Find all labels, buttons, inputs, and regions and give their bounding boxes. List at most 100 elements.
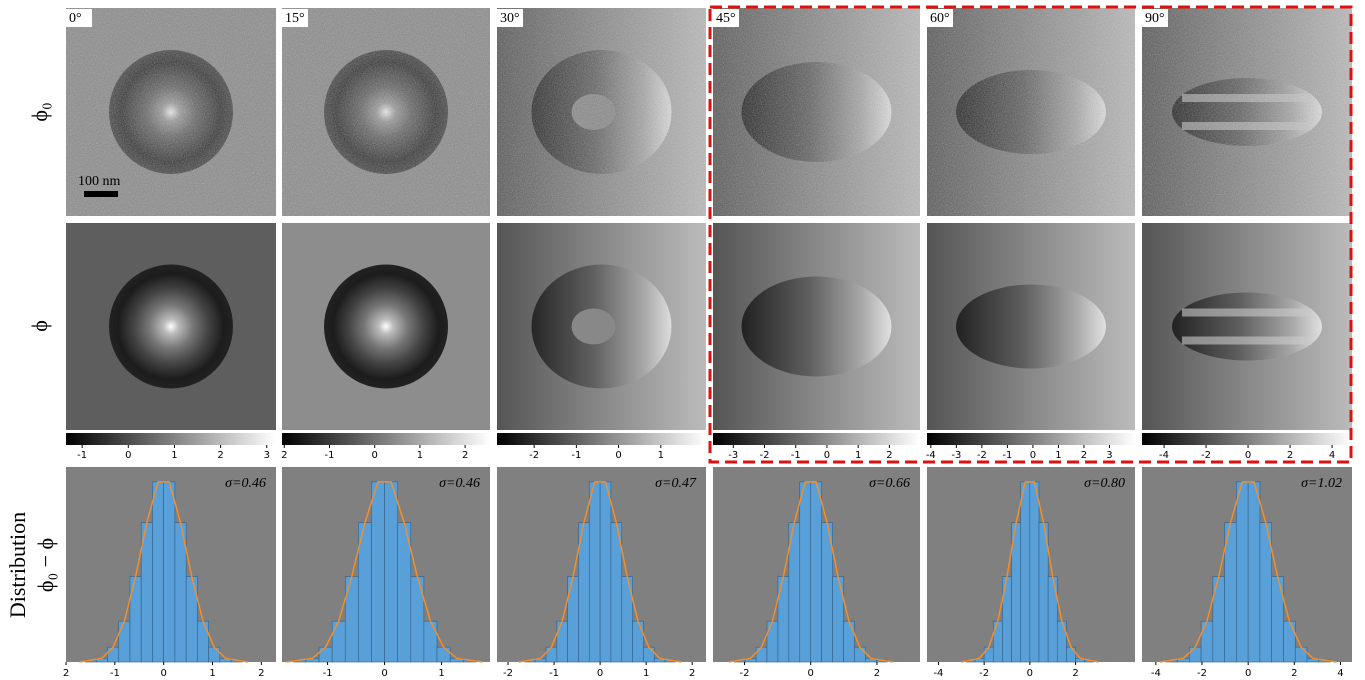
hist-bar bbox=[599, 481, 612, 663]
tick-label: 0 bbox=[160, 668, 166, 679]
tick-label: -1 bbox=[571, 450, 581, 461]
tick-label: 1 bbox=[171, 450, 177, 461]
colorbar bbox=[927, 433, 1135, 445]
row-label: ϕ bbox=[27, 320, 52, 332]
tick-label: 2 bbox=[1287, 450, 1293, 461]
column-title: 90° bbox=[1145, 11, 1165, 26]
hist-bar bbox=[843, 620, 855, 663]
highlight-box bbox=[708, 5, 1353, 464]
tick-label: -3 bbox=[951, 450, 961, 461]
tick-label: 0 bbox=[808, 668, 814, 679]
tick-label: -1 bbox=[1002, 450, 1012, 461]
stripe bbox=[1182, 336, 1312, 345]
noise bbox=[282, 8, 490, 216]
hist-bar bbox=[1200, 620, 1214, 663]
tick-label: 3 bbox=[1106, 450, 1112, 461]
tick-label: 1 bbox=[417, 450, 423, 461]
tick-label: 0 bbox=[125, 450, 131, 461]
column-title: 0° bbox=[69, 11, 82, 26]
phase-image bbox=[282, 8, 490, 216]
hist-bar bbox=[556, 620, 568, 663]
title-box bbox=[66, 9, 92, 27]
hist-bar bbox=[410, 576, 425, 663]
row-label: Distribution bbox=[5, 512, 30, 618]
tick-label: -1 bbox=[110, 668, 120, 679]
tick-label: 1 bbox=[1055, 450, 1061, 461]
tick-label: 2 bbox=[281, 450, 287, 461]
hist-bar bbox=[632, 620, 644, 663]
column-title: 15° bbox=[285, 11, 305, 26]
noise bbox=[713, 8, 920, 216]
phase-image bbox=[713, 223, 920, 430]
scale-bar-label: 100 nm bbox=[78, 174, 121, 189]
hist-bar bbox=[318, 646, 333, 663]
hist-bar bbox=[1066, 646, 1076, 663]
tick-label: 0 bbox=[597, 668, 603, 679]
title-box bbox=[282, 9, 308, 27]
fit-curve bbox=[961, 481, 1099, 663]
fit-curve bbox=[79, 481, 249, 663]
title-box bbox=[1142, 9, 1168, 27]
stripe bbox=[1182, 308, 1312, 317]
particle bbox=[1172, 292, 1322, 361]
title-box bbox=[497, 9, 523, 27]
sigma-label: σ=0.80 bbox=[1084, 476, 1125, 491]
scale-bar bbox=[84, 191, 118, 197]
hist-bar bbox=[766, 620, 779, 663]
tick-label: -1 bbox=[791, 450, 801, 461]
tick-label: 1 bbox=[438, 668, 444, 679]
tick-label: 0 bbox=[1245, 450, 1251, 461]
hist-bar bbox=[1236, 481, 1249, 663]
colorbar bbox=[1142, 433, 1352, 445]
tick-label: -4 bbox=[933, 668, 943, 679]
tick-label: -4 bbox=[1159, 450, 1169, 461]
noise bbox=[497, 8, 706, 216]
tick-label: 2 bbox=[217, 450, 223, 461]
tick-label: 4 bbox=[1329, 450, 1335, 461]
hist-bar bbox=[1294, 646, 1308, 663]
hist-bar bbox=[983, 646, 994, 663]
tick-label: 2 bbox=[1081, 450, 1087, 461]
hist-bar bbox=[992, 620, 1003, 663]
hist-bar bbox=[152, 481, 164, 663]
noise bbox=[927, 8, 1135, 216]
hist-bar bbox=[208, 646, 221, 663]
fit-curve bbox=[518, 481, 682, 663]
hist-bar bbox=[344, 576, 359, 663]
column-title: 60° bbox=[930, 11, 950, 26]
phase-image bbox=[713, 8, 920, 216]
tick-label: -2 bbox=[1197, 668, 1207, 679]
tick-label: -2 bbox=[503, 668, 513, 679]
hist-bar bbox=[755, 646, 768, 663]
hist-bar bbox=[371, 481, 385, 663]
fit-curve bbox=[728, 481, 893, 663]
sigma-label: σ=0.66 bbox=[869, 476, 910, 491]
tick-label: -2 bbox=[979, 668, 989, 679]
column-title: 30° bbox=[500, 11, 520, 26]
hist-bar bbox=[810, 481, 822, 663]
noise bbox=[1142, 8, 1352, 216]
tick-label: 2 bbox=[1291, 668, 1297, 679]
sigma-label: σ=0.46 bbox=[225, 476, 266, 491]
tick-label: -2 bbox=[529, 450, 539, 461]
tick-label: 0 bbox=[615, 450, 621, 461]
hist-bar bbox=[107, 646, 120, 663]
hist-bar bbox=[854, 646, 866, 663]
hist-bar bbox=[1283, 620, 1296, 663]
tick-label: 3 bbox=[264, 450, 270, 461]
tick-label: 2 bbox=[258, 668, 264, 679]
phase-image bbox=[927, 8, 1135, 216]
hist-bar bbox=[545, 646, 558, 663]
tick-label: -1 bbox=[549, 668, 559, 679]
phase-image bbox=[66, 8, 276, 216]
hist-bar bbox=[118, 620, 131, 663]
tick-label: 0 bbox=[381, 668, 387, 679]
core bbox=[571, 308, 616, 345]
phase-image bbox=[497, 8, 706, 216]
tick-label: -1 bbox=[323, 668, 333, 679]
tick-label: 1 bbox=[209, 668, 215, 679]
tick-label: 0 bbox=[824, 450, 830, 461]
particle bbox=[956, 284, 1106, 369]
tick-label: -1 bbox=[324, 450, 334, 461]
tick-label: 1 bbox=[855, 450, 861, 461]
